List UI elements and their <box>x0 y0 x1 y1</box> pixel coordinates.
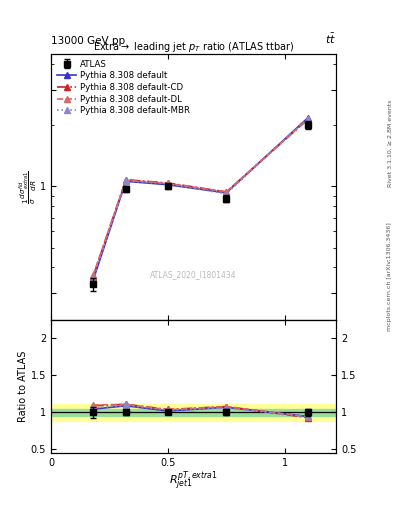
Pythia 8.308 default-CD <box>123 177 128 183</box>
Pythia 8.308 default <box>91 277 95 283</box>
Text: 13000 GeV pp: 13000 GeV pp <box>51 36 125 46</box>
Pythia 8.308 default-DL <box>306 116 310 122</box>
Pythia 8.308 default-CD <box>91 273 95 280</box>
Pythia 8.308 default-CD <box>224 189 229 195</box>
Text: mcplots.cern.ch [arXiv:1306.3436]: mcplots.cern.ch [arXiv:1306.3436] <box>387 222 392 331</box>
Pythia 8.308 default-DL <box>165 180 170 186</box>
Line: Pythia 8.308 default-CD: Pythia 8.308 default-CD <box>90 117 311 280</box>
Y-axis label: Ratio to ATLAS: Ratio to ATLAS <box>18 351 28 422</box>
Legend: ATLAS, Pythia 8.308 default, Pythia 8.308 default-CD, Pythia 8.308 default-DL, P: ATLAS, Pythia 8.308 default, Pythia 8.30… <box>55 58 191 117</box>
Title: Extra$\rightarrow$ leading jet $p_T$ ratio (ATLAS ttbar): Extra$\rightarrow$ leading jet $p_T$ rat… <box>93 39 294 54</box>
Pythia 8.308 default <box>224 190 229 196</box>
Line: Pythia 8.308 default-DL: Pythia 8.308 default-DL <box>90 116 311 278</box>
Pythia 8.308 default-CD <box>165 180 170 186</box>
Pythia 8.308 default-CD <box>306 116 310 122</box>
Pythia 8.308 default <box>165 182 170 188</box>
Pythia 8.308 default-MBR <box>224 190 229 197</box>
Pythia 8.308 default-DL <box>224 189 229 195</box>
Pythia 8.308 default-MBR <box>91 276 95 282</box>
Text: Rivet 3.1.10, ≥ 2.8M events: Rivet 3.1.10, ≥ 2.8M events <box>387 100 392 187</box>
Pythia 8.308 default <box>123 178 128 184</box>
Pythia 8.308 default-MBR <box>165 181 170 187</box>
Line: Pythia 8.308 default-MBR: Pythia 8.308 default-MBR <box>90 116 311 282</box>
Text: $t\bar{t}$: $t\bar{t}$ <box>325 32 336 46</box>
Pythia 8.308 default <box>306 115 310 121</box>
Pythia 8.308 default-DL <box>91 272 95 279</box>
Pythia 8.308 default-MBR <box>306 115 310 121</box>
Y-axis label: $\frac{1}{\sigma}\frac{d\sigma_{extra1}^{fid}}{dR}$: $\frac{1}{\sigma}\frac{d\sigma_{extra1}^… <box>17 170 39 204</box>
X-axis label: $R_{jet1}^{pT,extra1}$: $R_{jet1}^{pT,extra1}$ <box>169 470 218 493</box>
Text: ATLAS_2020_I1801434: ATLAS_2020_I1801434 <box>150 270 237 279</box>
Line: Pythia 8.308 default: Pythia 8.308 default <box>90 115 311 283</box>
Pythia 8.308 default-DL <box>123 177 128 183</box>
Pythia 8.308 default-MBR <box>123 178 128 184</box>
